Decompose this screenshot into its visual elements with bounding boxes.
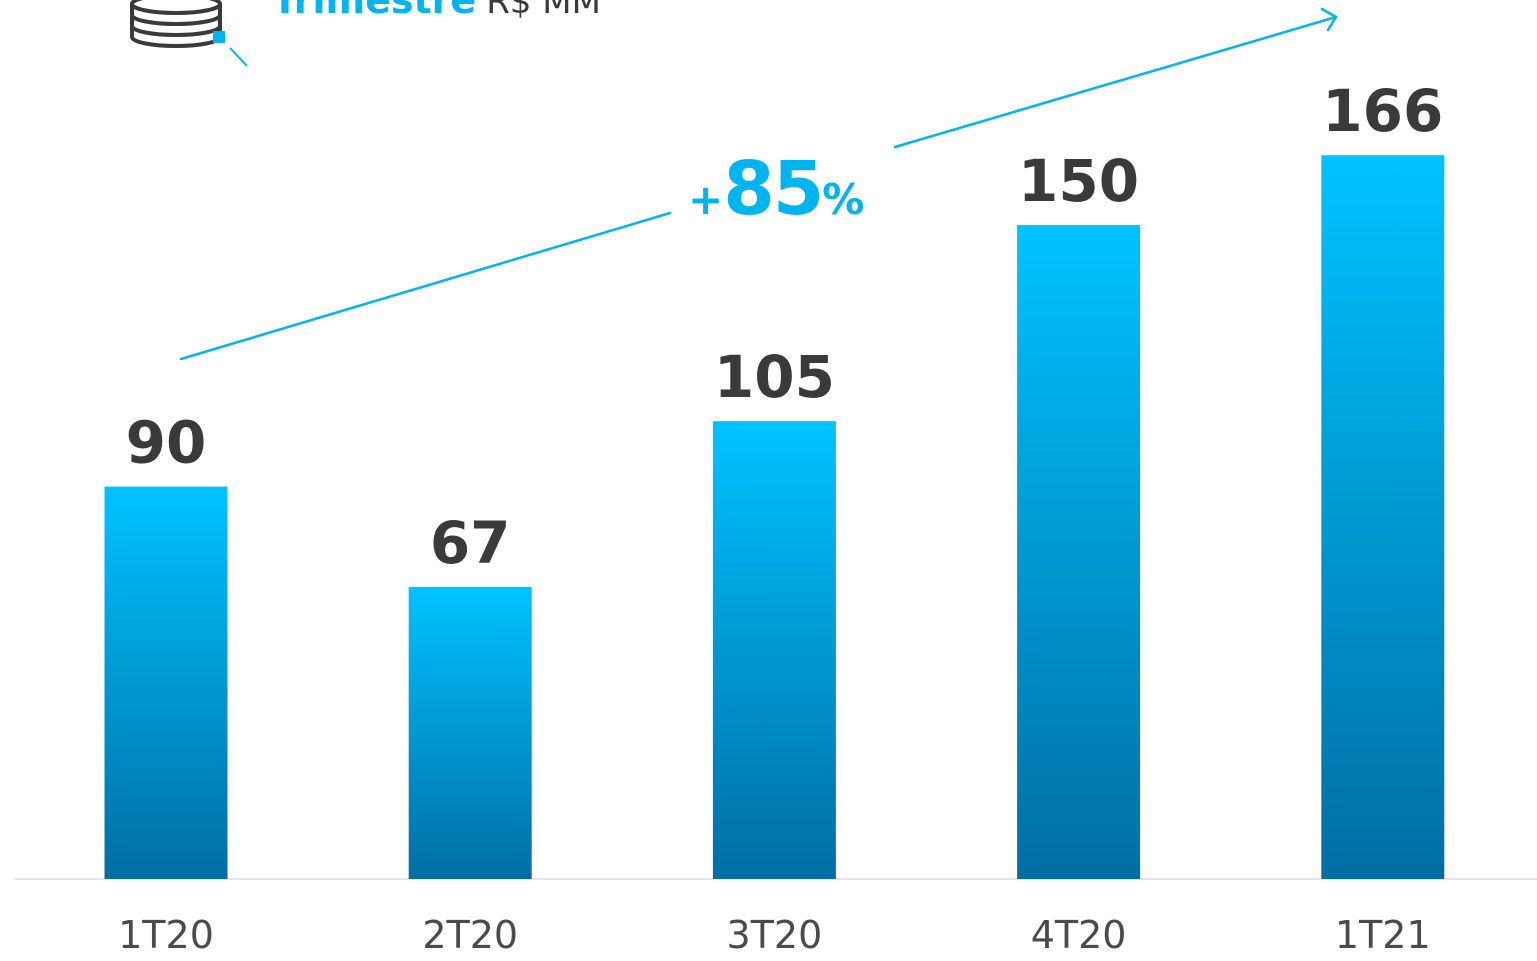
data-label-3T20: 105 (714, 343, 835, 411)
data-label-1T20: 90 (126, 409, 207, 477)
growth-arrow (179, 7, 1338, 361)
growth-arrow-line-left (179, 211, 672, 361)
coin-stack-icon (130, 0, 248, 67)
category-labels-group: 1T20 2T20 3T20 4T20 1T21 (118, 913, 1431, 957)
chart-title: Trimestre R$ MM (272, 0, 601, 22)
bar-3T20 (712, 421, 836, 879)
growth-arrow-head (1320, 7, 1338, 32)
bar-2T20 (408, 586, 532, 879)
chart-title-text: Trimestre (272, 0, 477, 22)
growth-annotation: +85% (688, 146, 864, 232)
growth-sign: + (688, 175, 724, 224)
data-label-4T20: 150 (1018, 147, 1139, 215)
growth-arrow-line-right (893, 15, 1338, 149)
data-label-2T20: 67 (430, 509, 511, 577)
category-label-1T21: 1T21 (1335, 913, 1431, 957)
chart-unit: R$ MM (486, 0, 601, 22)
bar-4T20 (1017, 225, 1141, 879)
category-label-3T20: 3T20 (727, 913, 823, 957)
value-labels-group: 90 67 105 150 166 (126, 77, 1444, 577)
growth-suffix: % (822, 175, 865, 224)
category-label-4T20: 4T20 (1031, 913, 1127, 957)
category-label-1T20: 1T20 (118, 913, 214, 957)
bar-1T21 (1321, 155, 1445, 879)
bars-group (104, 155, 1445, 879)
data-label-1T21: 166 (1322, 77, 1443, 145)
growth-value: 85 (723, 146, 824, 232)
category-label-2T20: 2T20 (422, 913, 518, 957)
bar-1T20 (104, 486, 228, 879)
